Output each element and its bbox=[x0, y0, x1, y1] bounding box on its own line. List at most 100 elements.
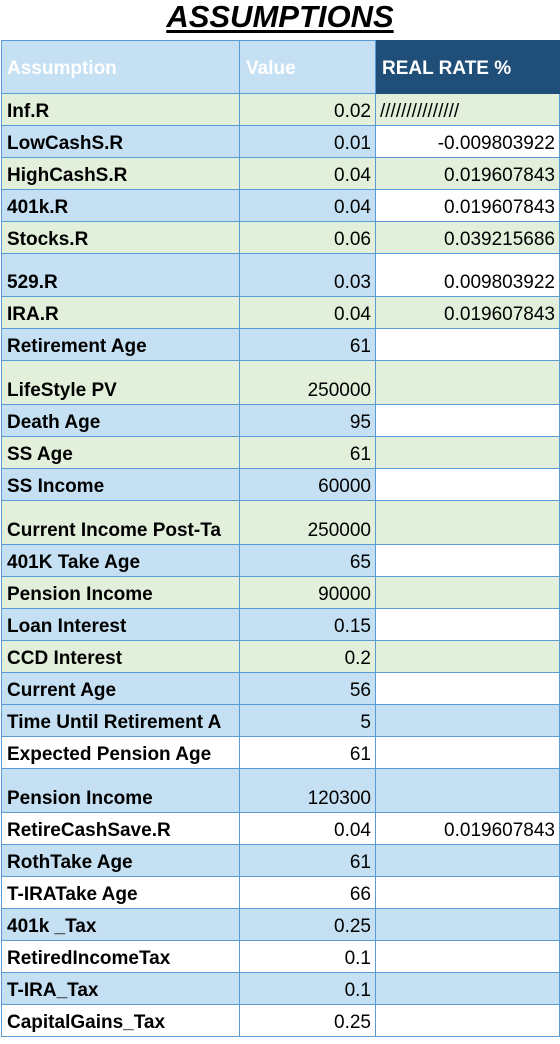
real-rate-cell[interactable] bbox=[375, 972, 560, 1005]
assumption-cell[interactable]: Pension Income bbox=[1, 576, 240, 609]
assumption-cell[interactable]: RetiredIncomeTax bbox=[1, 940, 240, 973]
value-cell[interactable]: 250000 bbox=[239, 500, 376, 545]
assumption-cell[interactable]: LowCashS.R bbox=[1, 125, 240, 158]
header-assumption[interactable]: Assumption bbox=[1, 40, 240, 94]
value-cell[interactable]: 0.04 bbox=[239, 189, 376, 222]
assumption-cell[interactable]: 529.R bbox=[1, 253, 240, 297]
assumption-cell[interactable]: T-IRATake Age bbox=[1, 876, 240, 909]
table-row: LowCashS.R 0.01 -0.009803922 bbox=[1, 125, 560, 158]
real-rate-cell[interactable] bbox=[375, 736, 560, 769]
assumption-cell[interactable]: Death Age bbox=[1, 404, 240, 437]
assumptions-table: Assumption Value REAL RATE % Inf.R 0.02 … bbox=[1, 40, 560, 1037]
assumption-cell[interactable]: RothTake Age bbox=[1, 844, 240, 877]
table-row: SS Income 60000 bbox=[1, 468, 560, 501]
value-cell[interactable]: 61 bbox=[239, 328, 376, 361]
table-row: Current Age 56 bbox=[1, 672, 560, 705]
real-rate-cell[interactable] bbox=[375, 404, 560, 437]
value-cell[interactable]: 0.01 bbox=[239, 125, 376, 158]
assumption-cell[interactable]: SS Age bbox=[1, 436, 240, 469]
real-rate-cell[interactable] bbox=[375, 704, 560, 737]
assumption-cell[interactable]: 401k.R bbox=[1, 189, 240, 222]
assumption-cell[interactable]: 401K Take Age bbox=[1, 544, 240, 577]
assumption-cell[interactable]: Current Age bbox=[1, 672, 240, 705]
value-cell[interactable]: 0.02 bbox=[239, 93, 376, 126]
assumption-cell[interactable]: HighCashS.R bbox=[1, 157, 240, 190]
value-cell[interactable]: 0.15 bbox=[239, 608, 376, 641]
value-cell[interactable]: 0.04 bbox=[239, 296, 376, 329]
assumption-cell[interactable]: LifeStyle PV bbox=[1, 360, 240, 405]
real-rate-cell[interactable] bbox=[375, 672, 560, 705]
value-cell[interactable]: 66 bbox=[239, 876, 376, 909]
table-row: Death Age 95 bbox=[1, 404, 560, 437]
value-cell[interactable]: 61 bbox=[239, 736, 376, 769]
table-row: CapitalGains_Tax 0.25 bbox=[1, 1004, 560, 1037]
assumption-cell[interactable]: Stocks.R bbox=[1, 221, 240, 254]
real-rate-cell[interactable] bbox=[375, 360, 560, 405]
real-rate-cell[interactable]: 0.019607843 bbox=[375, 296, 560, 329]
value-cell[interactable]: 0.04 bbox=[239, 812, 376, 845]
value-cell[interactable]: 0.1 bbox=[239, 972, 376, 1005]
assumption-cell[interactable]: Expected Pension Age bbox=[1, 736, 240, 769]
assumption-cell[interactable]: Current Income Post-Ta bbox=[1, 500, 240, 545]
value-cell[interactable]: 5 bbox=[239, 704, 376, 737]
real-rate-cell[interactable] bbox=[375, 768, 560, 813]
value-cell[interactable]: 56 bbox=[239, 672, 376, 705]
value-cell[interactable]: 95 bbox=[239, 404, 376, 437]
assumption-cell[interactable]: Pension Income bbox=[1, 768, 240, 813]
real-rate-cell[interactable] bbox=[375, 940, 560, 973]
assumption-cell[interactable]: CCD Interest bbox=[1, 640, 240, 673]
real-rate-cell[interactable]: /////////////// bbox=[375, 93, 560, 126]
table-row: 401K Take Age 65 bbox=[1, 544, 560, 577]
value-cell[interactable]: 0.1 bbox=[239, 940, 376, 973]
assumption-cell[interactable]: 401k _Tax bbox=[1, 908, 240, 941]
table-row: Stocks.R 0.06 0.039215686 bbox=[1, 221, 560, 254]
value-cell[interactable]: 61 bbox=[239, 436, 376, 469]
value-cell[interactable]: 0.03 bbox=[239, 253, 376, 297]
value-cell[interactable]: 120300 bbox=[239, 768, 376, 813]
value-cell[interactable]: 0.25 bbox=[239, 1004, 376, 1037]
real-rate-cell[interactable] bbox=[375, 640, 560, 673]
table-row: Pension Income 90000 bbox=[1, 576, 560, 609]
assumption-cell[interactable]: IRA.R bbox=[1, 296, 240, 329]
real-rate-cell[interactable]: 0.019607843 bbox=[375, 157, 560, 190]
table-row: T-IRATake Age 66 bbox=[1, 876, 560, 909]
header-value[interactable]: Value bbox=[239, 40, 376, 94]
sheet-title: ASSUMPTIONS bbox=[166, 0, 394, 34]
real-rate-cell[interactable] bbox=[375, 908, 560, 941]
real-rate-cell[interactable]: 0.039215686 bbox=[375, 221, 560, 254]
real-rate-cell[interactable] bbox=[375, 608, 560, 641]
value-cell[interactable]: 0.25 bbox=[239, 908, 376, 941]
assumption-cell[interactable]: Retirement Age bbox=[1, 328, 240, 361]
value-cell[interactable]: 0.2 bbox=[239, 640, 376, 673]
assumption-cell[interactable]: Time Until Retirement A bbox=[1, 704, 240, 737]
value-cell[interactable]: 61 bbox=[239, 844, 376, 877]
assumption-cell[interactable]: CapitalGains_Tax bbox=[1, 1004, 240, 1037]
assumption-cell[interactable]: SS Income bbox=[1, 468, 240, 501]
real-rate-cell[interactable] bbox=[375, 576, 560, 609]
real-rate-cell[interactable] bbox=[375, 500, 560, 545]
real-rate-cell[interactable] bbox=[375, 876, 560, 909]
value-cell[interactable]: 65 bbox=[239, 544, 376, 577]
value-cell[interactable]: 0.06 bbox=[239, 221, 376, 254]
real-rate-cell[interactable] bbox=[375, 436, 560, 469]
real-rate-cell[interactable] bbox=[375, 468, 560, 501]
real-rate-cell[interactable] bbox=[375, 544, 560, 577]
real-rate-cell[interactable]: -0.009803922 bbox=[375, 125, 560, 158]
value-cell[interactable]: 0.04 bbox=[239, 157, 376, 190]
header-real-rate[interactable]: REAL RATE % bbox=[375, 40, 560, 94]
value-cell[interactable]: 60000 bbox=[239, 468, 376, 501]
real-rate-cell[interactable] bbox=[375, 1004, 560, 1037]
value-cell[interactable]: 90000 bbox=[239, 576, 376, 609]
real-rate-cell[interactable] bbox=[375, 844, 560, 877]
real-rate-cell[interactable]: 0.019607843 bbox=[375, 189, 560, 222]
table-row: Current Income Post-Ta 250000 bbox=[1, 500, 560, 545]
assumption-cell[interactable]: Inf.R bbox=[1, 93, 240, 126]
real-rate-cell[interactable]: 0.009803922 bbox=[375, 253, 560, 297]
assumption-cell[interactable]: T-IRA_Tax bbox=[1, 972, 240, 1005]
assumption-cell[interactable]: RetireCashSave.R bbox=[1, 812, 240, 845]
table-row: T-IRA_Tax 0.1 bbox=[1, 972, 560, 1005]
real-rate-cell[interactable] bbox=[375, 328, 560, 361]
real-rate-cell[interactable]: 0.019607843 bbox=[375, 812, 560, 845]
assumption-cell[interactable]: Loan Interest bbox=[1, 608, 240, 641]
value-cell[interactable]: 250000 bbox=[239, 360, 376, 405]
